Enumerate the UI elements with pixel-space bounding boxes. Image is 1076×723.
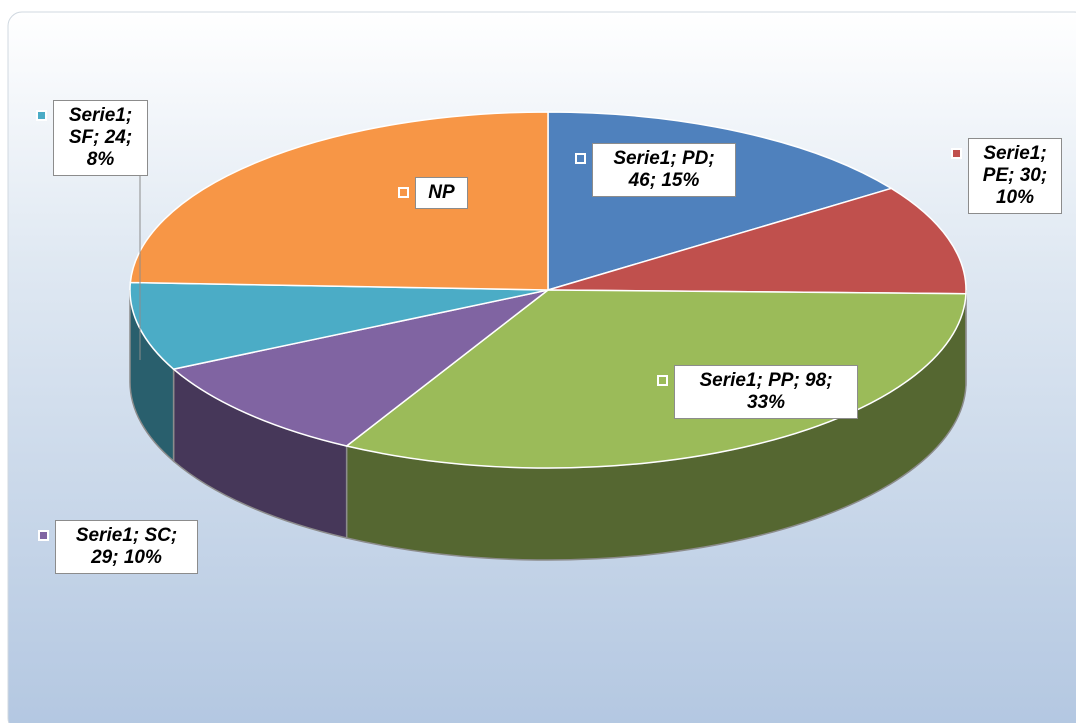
slice: [129, 111, 549, 291]
data-label: Serie1; PE; 30; 10%: [968, 138, 1062, 214]
slice: [129, 281, 549, 370]
legend-key: [657, 375, 668, 386]
data-label: Serie1; PP; 98; 33%: [674, 365, 858, 419]
legend-key: [575, 153, 586, 164]
legend-key: [38, 530, 49, 541]
slice: [344, 289, 967, 469]
legend-key: [36, 110, 47, 121]
data-label: Serie1; SF; 24; 8%: [53, 100, 148, 176]
slice: [171, 289, 549, 447]
data-label: NP: [415, 177, 468, 209]
legend-key: [951, 148, 962, 159]
legend-key: [398, 187, 409, 198]
slice: [547, 187, 967, 295]
data-label: Serie1; SC; 29; 10%: [55, 520, 198, 574]
data-label: Serie1; PD; 46; 15%: [592, 143, 736, 197]
